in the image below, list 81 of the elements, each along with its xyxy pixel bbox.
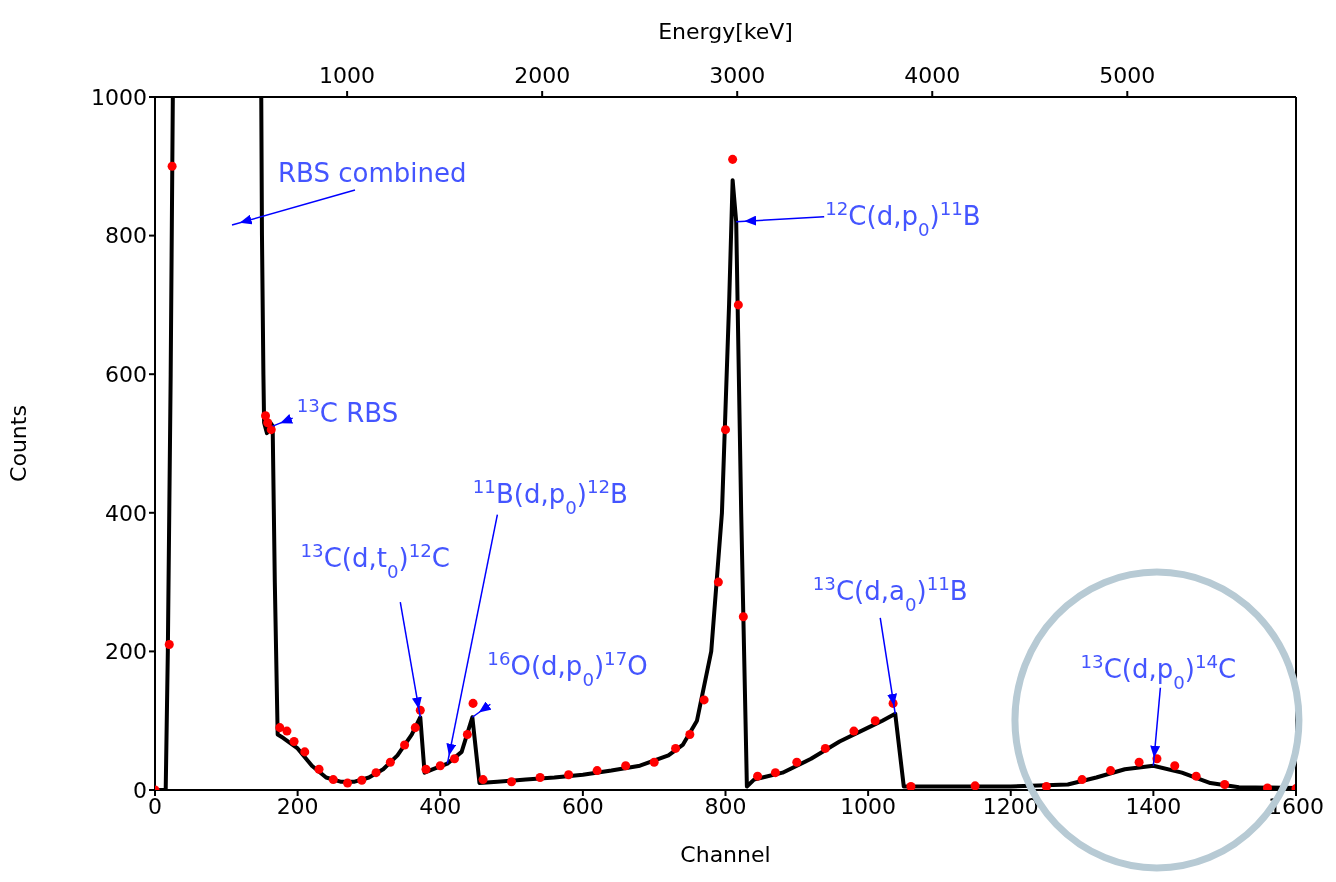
point (1134, 757, 1144, 767)
point (792, 757, 802, 767)
point (535, 773, 545, 783)
point (753, 771, 763, 781)
point (421, 764, 431, 774)
point (1041, 782, 1051, 790)
point (713, 577, 723, 587)
point (371, 768, 381, 778)
point (699, 695, 709, 705)
point (1191, 771, 1201, 781)
point (671, 743, 681, 753)
point (649, 757, 659, 767)
annotation: RBS combined (278, 158, 467, 188)
point (468, 698, 478, 708)
point (720, 425, 731, 435)
x-tick-label: 600 (561, 793, 604, 819)
point (870, 716, 880, 726)
point (738, 612, 748, 622)
y-tick-label: 1000 (91, 84, 147, 110)
x-tick-label: 800 (704, 793, 747, 819)
x2-axis-title: Energy[keV] (658, 19, 793, 44)
point (1077, 775, 1087, 785)
point (289, 736, 299, 746)
annotation: $^{16}$O(d,p$_{0}$)$^{17}$O (487, 647, 648, 690)
point (592, 766, 602, 776)
point (685, 730, 695, 740)
point (282, 726, 292, 736)
annotation: $^{13}$C(d,p$_{0}$)$^{14}$C (1080, 650, 1237, 693)
y-tick-label: 600 (105, 362, 147, 388)
point (820, 743, 830, 753)
x-tick-label: 400 (419, 793, 462, 819)
point (621, 761, 631, 771)
point (385, 757, 395, 767)
point (435, 761, 445, 771)
point (770, 768, 780, 778)
point (1170, 761, 1180, 771)
x2-tick-label: 2000 (514, 63, 571, 88)
point (266, 425, 276, 435)
point (400, 740, 410, 750)
point (564, 770, 574, 780)
point (1220, 779, 1230, 789)
x-tick-label: 1000 (840, 793, 897, 819)
annotation: $^{12}$C(d,p$_{0}$)$^{11}$B (825, 197, 981, 240)
point (1106, 766, 1116, 776)
annotation: $^{11}$B(d,p$_{0}$)$^{12}$B (472, 475, 628, 518)
x-tick-label: 1400 (1125, 793, 1182, 819)
point (343, 778, 353, 788)
point (478, 775, 488, 785)
point (462, 730, 472, 740)
point (728, 154, 738, 164)
point (906, 782, 916, 790)
point (328, 775, 338, 785)
point (450, 754, 460, 764)
y-tick-label: 400 (105, 500, 147, 526)
point (507, 777, 517, 787)
x2-tick-label: 3000 (709, 63, 766, 88)
point (733, 300, 743, 310)
point (167, 161, 177, 171)
x-axis-title: Channel (680, 842, 771, 867)
x-tick-label: 200 (276, 793, 319, 819)
point (410, 723, 420, 733)
x2-tick-label: 1000 (319, 63, 376, 88)
point (275, 723, 285, 733)
x2-tick-label: 4000 (904, 63, 961, 88)
x2-tick-label: 5000 (1099, 63, 1156, 88)
y-axis-title: Counts (5, 405, 31, 482)
x-tick-label: 1200 (982, 793, 1039, 819)
point (164, 639, 174, 649)
point (1262, 783, 1272, 790)
annotation: $^{13}$C RBS (296, 394, 399, 429)
y-tick-label: 800 (105, 223, 147, 249)
point (849, 726, 859, 736)
point (970, 781, 980, 790)
point (263, 418, 273, 428)
annotation: $^{13}$C(d,t$_{0}$)$^{12}$C (300, 539, 451, 582)
y-tick-label: 200 (105, 639, 147, 665)
point (314, 764, 324, 774)
point (357, 775, 367, 785)
y-tick-label: 0 (133, 777, 147, 803)
annotation: $^{13}$C(d,a$_{0}$)$^{11}$B (812, 572, 968, 615)
point (300, 747, 310, 757)
